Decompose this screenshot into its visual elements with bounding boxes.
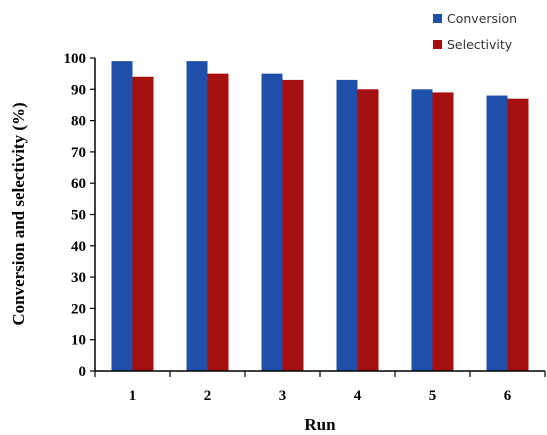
plot-area: 0 10 20 30 40 50 60 70 80 90 100 1 2 3 4 5 6 — [64, 51, 546, 404]
conversion-bar — [411, 89, 433, 372]
legend-label: Conversion — [447, 11, 517, 26]
y-tick-label: 90 — [71, 82, 86, 98]
x-tick-label: 4 — [354, 388, 362, 404]
y-tick-label: 30 — [71, 270, 86, 286]
y-tick-label: 0 — [79, 364, 87, 380]
y-tick-label: 80 — [71, 114, 86, 130]
legend-swatch — [433, 14, 442, 23]
y-axis-title: Conversion and selectivity (%) — [9, 102, 28, 325]
conversion-bar — [486, 95, 508, 371]
bars-group — [111, 61, 529, 372]
conversion-bar — [186, 61, 208, 371]
conversion-bar — [111, 61, 133, 371]
conversion-bar — [261, 73, 283, 372]
legend-swatch — [433, 40, 442, 49]
selectivity-bar — [507, 98, 529, 371]
y-tick-label: 10 — [71, 333, 86, 349]
conversion-bar — [336, 79, 358, 371]
selectivity-bar — [432, 92, 454, 372]
legend: Conversion Selectivity — [433, 11, 517, 52]
y-tick-label: 60 — [71, 176, 86, 192]
y-tick-label: 70 — [71, 145, 86, 161]
x-tick-label: 6 — [504, 388, 512, 404]
y-tick-label: 50 — [71, 208, 86, 224]
selectivity-bar — [132, 76, 154, 371]
x-tick-label: 3 — [279, 388, 287, 404]
y-tick-label: 20 — [71, 301, 86, 317]
x-ticks-group: 1 2 3 4 5 6 — [94, 371, 546, 404]
y-ticks-group: 0 10 20 30 40 50 60 70 80 90 100 — [64, 51, 95, 380]
selectivity-bar — [207, 73, 229, 372]
legend-label: Selectivity — [447, 37, 513, 52]
y-tick-label: 100 — [64, 51, 87, 67]
x-axis-title: Run — [304, 415, 336, 434]
selectivity-bar — [282, 79, 304, 371]
x-tick-label: 2 — [204, 388, 212, 404]
x-tick-label: 5 — [429, 388, 437, 404]
x-tick-label: 1 — [129, 388, 137, 404]
y-tick-label: 40 — [71, 239, 86, 255]
selectivity-bar — [357, 89, 379, 372]
